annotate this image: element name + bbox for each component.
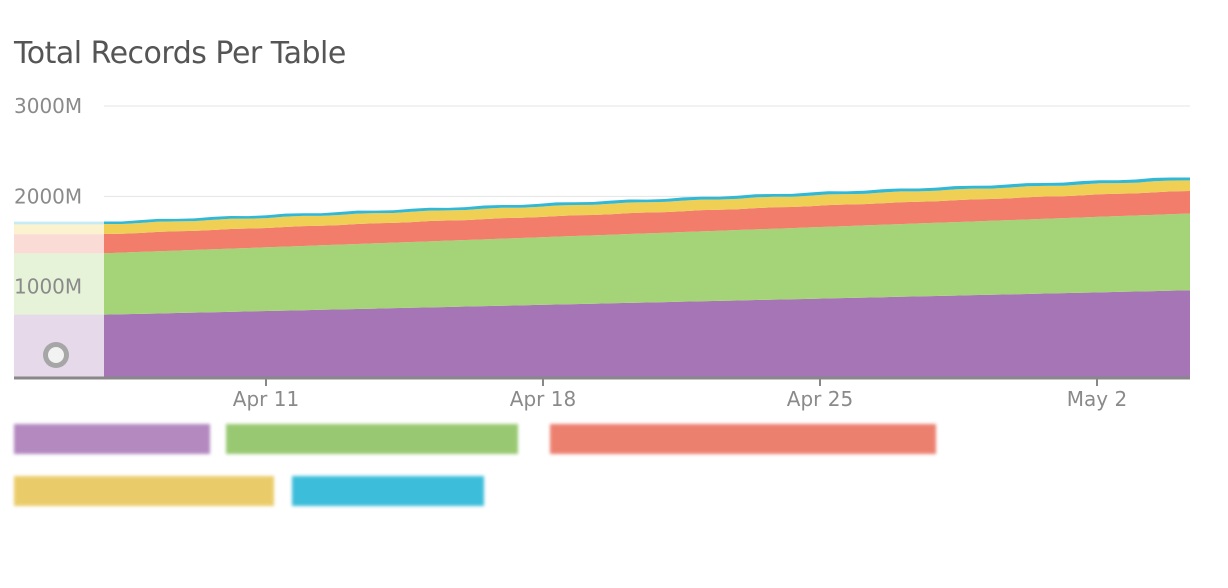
legend-item[interactable]	[292, 474, 484, 508]
faded-area-segment	[14, 253, 104, 315]
x-tick-label: Apr 11	[233, 387, 299, 411]
legend-swatch	[14, 424, 210, 454]
legend-swatch	[292, 476, 484, 506]
faded-area-segment	[14, 224, 104, 235]
legend-item[interactable]	[14, 474, 274, 508]
axes: 3000M 2000M 1000M Apr 11 Apr 18 Apr 25 May 2	[14, 94, 1190, 411]
legend-item[interactable]	[14, 422, 210, 456]
legend-swatch	[226, 424, 518, 454]
area-series-5	[104, 177, 1190, 225]
area-series-4	[104, 180, 1190, 235]
faded-area-segment	[14, 221, 104, 225]
area-series-3	[104, 191, 1190, 254]
y-tick-label: 2000M	[14, 184, 82, 208]
faded-area-segment	[14, 234, 104, 254]
hover-indicator-center	[48, 347, 64, 363]
legend-item[interactable]	[550, 422, 936, 456]
chart-title: Total Records Per Table	[14, 36, 346, 71]
y-tick-label: 3000M	[14, 94, 82, 118]
x-tick-label: May 2	[1067, 387, 1127, 411]
hover-overlay	[14, 221, 104, 377]
legend-swatch	[550, 424, 936, 454]
area-series-1	[104, 290, 1190, 377]
area-series	[104, 177, 1190, 377]
y-tick-label: 1000M	[14, 275, 82, 299]
legend-swatch	[14, 476, 274, 506]
area-series-2	[104, 213, 1190, 315]
legend-item[interactable]	[226, 422, 518, 456]
x-tick-label: Apr 25	[787, 387, 853, 411]
x-tick-label: Apr 18	[510, 387, 576, 411]
